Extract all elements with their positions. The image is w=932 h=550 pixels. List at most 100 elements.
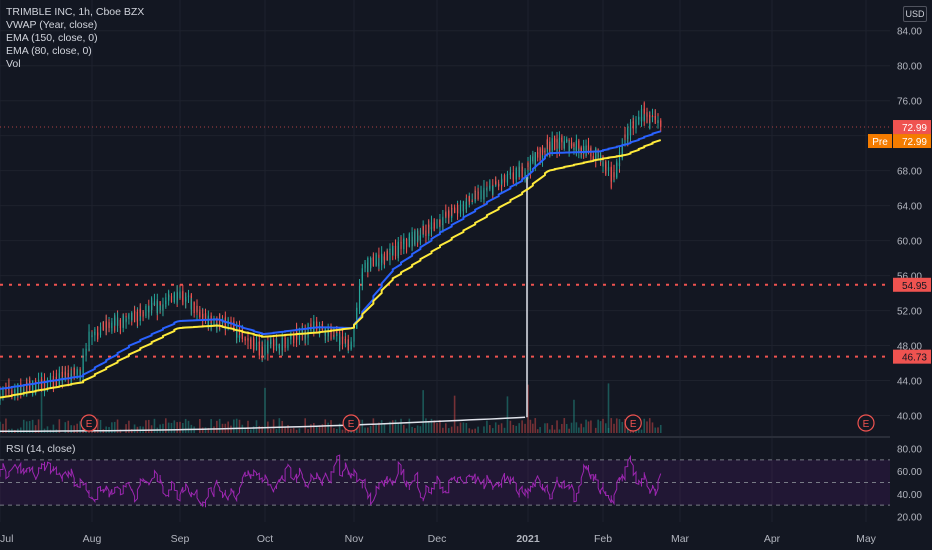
candle-body bbox=[389, 249, 391, 261]
volume-bar bbox=[659, 424, 662, 433]
candle-body bbox=[358, 285, 361, 308]
volume-bar bbox=[553, 429, 556, 433]
indicator-ema150[interactable]: EMA (150, close, 0) bbox=[6, 32, 98, 44]
candle-body bbox=[610, 180, 612, 182]
candle-body bbox=[483, 187, 485, 192]
volume-bar bbox=[430, 418, 433, 433]
volume-bar bbox=[558, 429, 561, 433]
candle-body bbox=[58, 373, 60, 377]
rsi-pane bbox=[0, 454, 890, 508]
volume-bar bbox=[534, 418, 537, 433]
volume-bar bbox=[456, 426, 459, 433]
volume-bar bbox=[31, 419, 34, 433]
volume-bar bbox=[247, 420, 249, 433]
candle-body bbox=[14, 389, 16, 392]
volume-bar bbox=[573, 399, 575, 433]
volume-bar bbox=[28, 421, 31, 433]
candle-body bbox=[563, 141, 565, 146]
volume-bar bbox=[489, 425, 491, 433]
candle-body bbox=[94, 332, 96, 336]
volume-bar bbox=[459, 422, 462, 433]
candle-body bbox=[182, 298, 184, 300]
volume-bar bbox=[561, 423, 563, 433]
volume-bar bbox=[335, 428, 338, 433]
candle-body bbox=[408, 239, 410, 247]
candle-body bbox=[621, 144, 623, 156]
rsi-title[interactable]: RSI (14, close) bbox=[6, 443, 76, 455]
volume-bar bbox=[378, 422, 380, 433]
volume-bar bbox=[34, 425, 37, 433]
volume-bar bbox=[162, 423, 164, 433]
candle-body bbox=[474, 191, 476, 192]
volume-bar bbox=[518, 423, 520, 433]
candle-body bbox=[583, 145, 585, 154]
volume-bar bbox=[503, 427, 506, 433]
candle-body bbox=[244, 339, 246, 341]
candle-body bbox=[471, 201, 473, 202]
candle-body bbox=[168, 296, 170, 297]
ema-lines-group bbox=[0, 130, 662, 399]
volume-bar bbox=[153, 418, 156, 433]
volume-bar bbox=[570, 422, 573, 433]
price-tick-label: 56.00 bbox=[897, 272, 922, 283]
volume-bar bbox=[150, 425, 153, 433]
candle-body bbox=[250, 339, 252, 349]
candle-body bbox=[255, 342, 258, 345]
volume-bar bbox=[367, 427, 369, 433]
currency-button[interactable]: USD bbox=[903, 6, 927, 22]
candle-body bbox=[657, 120, 659, 124]
candle-body bbox=[196, 306, 198, 312]
candle-body bbox=[405, 238, 408, 246]
candle-body bbox=[267, 341, 269, 347]
volume-bar bbox=[425, 418, 427, 433]
volume-bar bbox=[397, 422, 400, 433]
candle-body bbox=[397, 242, 399, 255]
candle-body bbox=[128, 314, 130, 316]
candle-body bbox=[344, 339, 346, 340]
candle-body bbox=[356, 322, 358, 327]
time-tick-label: Mar bbox=[671, 533, 690, 545]
indicator-volume[interactable]: Vol bbox=[6, 58, 21, 70]
candle-body bbox=[46, 382, 49, 385]
volume-bar bbox=[176, 422, 178, 433]
candle-body bbox=[534, 152, 536, 163]
earnings-marker bbox=[80, 414, 98, 432]
volume-bar bbox=[261, 426, 263, 433]
candle-body bbox=[238, 335, 241, 338]
candle-body bbox=[386, 251, 388, 261]
volume-bar bbox=[491, 428, 494, 433]
candle-body bbox=[465, 202, 467, 210]
price-tick-label: 48.00 bbox=[897, 342, 922, 353]
candle-body bbox=[213, 317, 215, 324]
candle-body bbox=[568, 146, 570, 152]
candle-body bbox=[49, 375, 52, 380]
ema150-line bbox=[0, 130, 662, 390]
volume-bar bbox=[597, 419, 599, 433]
symbol-title[interactable]: TRIMBLE INC, 1h, Cboe BZX bbox=[6, 6, 145, 18]
ema80-line bbox=[0, 139, 662, 399]
candle-body bbox=[241, 331, 243, 340]
candle-body bbox=[361, 268, 363, 275]
candle-body bbox=[341, 336, 344, 345]
volume-bar bbox=[422, 390, 424, 433]
level-badge-label: 54.95 bbox=[902, 281, 927, 292]
candle-body bbox=[370, 258, 372, 262]
volume-bar bbox=[25, 421, 28, 433]
volume-bar bbox=[607, 383, 610, 433]
candle-body bbox=[367, 258, 369, 273]
candle-body bbox=[610, 169, 612, 181]
volume-bar bbox=[506, 396, 509, 433]
candle-body bbox=[521, 166, 523, 178]
level-badge bbox=[893, 349, 931, 364]
indicator-ema80[interactable]: EMA (80, close, 0) bbox=[6, 45, 92, 57]
candle-body bbox=[539, 148, 541, 160]
volume-bar bbox=[338, 423, 341, 433]
candle-body bbox=[170, 297, 173, 303]
volume-bar bbox=[105, 426, 107, 433]
candle-body bbox=[114, 317, 116, 326]
volume-bar bbox=[358, 419, 361, 433]
candle-body bbox=[439, 219, 441, 224]
indicator-vwap[interactable]: VWAP (Year, close) bbox=[6, 19, 98, 31]
candle-body bbox=[618, 152, 621, 167]
volume-bar bbox=[515, 425, 518, 433]
